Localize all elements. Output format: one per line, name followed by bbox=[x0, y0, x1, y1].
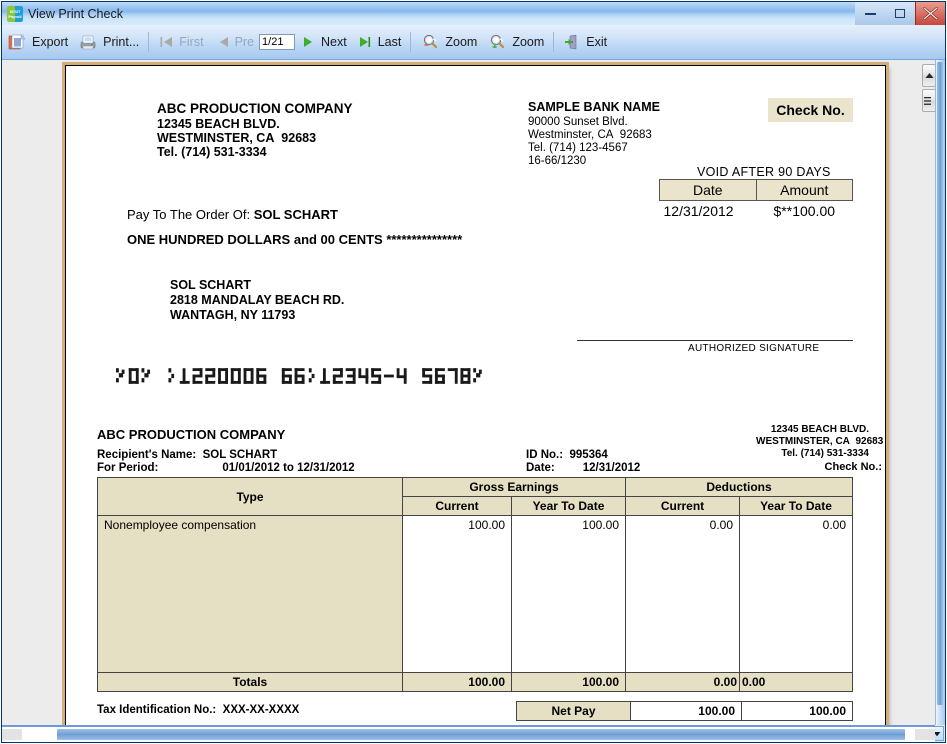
svg-text:Payroll: Payroll bbox=[8, 14, 21, 19]
